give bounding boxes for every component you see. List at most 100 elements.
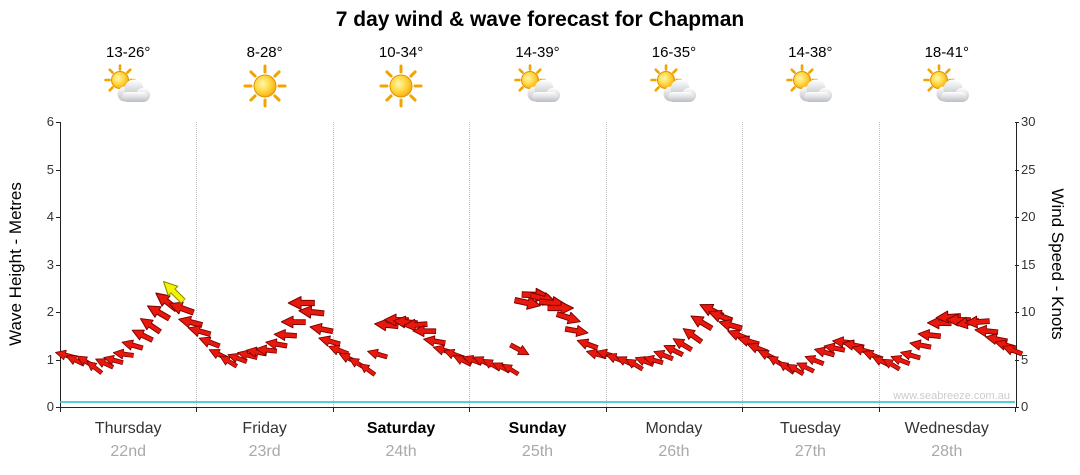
left-axis-tick-label: 0 xyxy=(46,399,54,414)
wind-arrow xyxy=(166,297,196,320)
day-grid-line xyxy=(742,122,744,407)
wind-arrow xyxy=(507,340,532,361)
day-name-label: Saturday xyxy=(366,420,436,437)
wind-arrow xyxy=(889,351,912,369)
wind-arrow xyxy=(917,327,942,342)
wind-arrow xyxy=(1000,341,1025,360)
wind-arrow xyxy=(513,292,543,312)
wind-arrow xyxy=(120,336,145,354)
day-date-label: 26th xyxy=(658,443,690,460)
wind-arrow xyxy=(784,359,806,378)
day-date-label: 27th xyxy=(794,443,826,460)
left-axis-tick xyxy=(56,407,60,408)
left-axis-tick xyxy=(56,359,60,361)
wind-arrow xyxy=(794,358,816,376)
wind-arrow xyxy=(186,321,213,340)
wind-arrow xyxy=(822,340,846,356)
wind-arrow xyxy=(651,346,675,364)
day-name-label: Wednesday xyxy=(904,420,989,437)
wind-arrow xyxy=(660,340,685,360)
weather-icon-sunny xyxy=(378,64,424,108)
weather-icon-sun-cloud xyxy=(513,64,563,108)
wind-arrow xyxy=(706,305,735,327)
wind-arrow xyxy=(412,324,437,338)
day-name-label: Thursday xyxy=(94,420,162,437)
watermark-text: www.seabreeze.com.au xyxy=(893,390,1010,402)
wind-arrow xyxy=(735,331,761,349)
day-name-label: Sunday xyxy=(508,420,567,437)
weather-icon-sun-cloud xyxy=(922,64,972,108)
wind-arrow xyxy=(316,331,342,349)
x-axis-tick xyxy=(1015,408,1016,412)
wind-arrow xyxy=(623,354,646,374)
wind-arrow xyxy=(216,351,239,371)
wind-arrow xyxy=(546,301,574,316)
right-axis-tick-label: 5 xyxy=(1021,351,1029,367)
wind-arrow xyxy=(669,333,695,355)
plot-area xyxy=(60,122,1017,408)
wind-arrow xyxy=(102,351,125,367)
day-name-label: Monday xyxy=(645,420,703,437)
temperature-label: 13-26° xyxy=(106,44,151,61)
x-axis-tick xyxy=(469,408,471,412)
wave-height-line xyxy=(60,401,1015,404)
right-axis-tick-label: 20 xyxy=(1021,209,1036,224)
weather-icon-sun-cloud xyxy=(649,64,699,108)
right-axis-tick xyxy=(1015,359,1019,361)
wind-arrow xyxy=(326,341,351,360)
page-title: 7 day wind & wave forecast for Chapman xyxy=(335,8,745,31)
wind-arrow xyxy=(687,309,716,334)
x-axis-tick xyxy=(878,408,880,412)
weather-icon-sun-cloud xyxy=(103,64,153,108)
wind-arrow xyxy=(898,346,922,363)
left-axis-tick xyxy=(56,217,60,218)
left-axis-tick xyxy=(56,312,60,313)
weather-icon-sunny xyxy=(242,64,288,108)
day-grid-line xyxy=(605,122,607,407)
wind-arrow-highlight xyxy=(157,275,189,307)
wind-arrow xyxy=(136,313,164,338)
day-grid-line xyxy=(196,122,198,407)
temperature-label: 8-28° xyxy=(246,44,283,61)
x-axis-tick xyxy=(332,408,334,412)
right-axis-tick xyxy=(1015,264,1019,266)
left-axis-tick-label: 1 xyxy=(46,351,54,367)
wind-arrow xyxy=(280,314,307,328)
wind-arrow xyxy=(111,347,135,361)
wind-arrow xyxy=(196,333,222,353)
right-axis-tick-label: 10 xyxy=(1021,304,1036,319)
left-axis-tick xyxy=(56,264,60,266)
left-axis-tick-label: 2 xyxy=(46,304,54,319)
wind-arrow xyxy=(974,323,1000,338)
temperature-label: 14-39° xyxy=(515,44,560,61)
wind-arrow xyxy=(297,304,325,321)
weather-icon-sun-cloud xyxy=(785,64,835,108)
wind-arrow xyxy=(945,312,972,326)
temperature-label: 10-34° xyxy=(378,44,424,61)
right-axis-tick-label: 25 xyxy=(1021,161,1036,177)
wind-arrow xyxy=(564,322,590,339)
left-axis-tick-label: 3 xyxy=(46,256,54,272)
left-axis-tick xyxy=(56,169,60,171)
day-date-label: 25th xyxy=(521,443,554,460)
right-axis-tick-label: 15 xyxy=(1021,256,1036,272)
wind-arrow xyxy=(678,323,705,347)
right-axis-tick xyxy=(1015,312,1019,313)
wind-arrow xyxy=(574,335,599,354)
day-name-label: Tuesday xyxy=(779,420,841,437)
wind-arrow xyxy=(499,359,521,378)
wind-arrow xyxy=(143,299,173,325)
x-axis-tick xyxy=(60,408,61,412)
wind-arrow xyxy=(642,351,665,367)
wind-arrow xyxy=(421,332,446,348)
wind-arrow xyxy=(254,343,278,357)
temperature-label: 16-35° xyxy=(651,44,697,61)
right-axis-tick xyxy=(1015,217,1019,218)
left-axis-tick xyxy=(56,122,60,123)
wind-arrow xyxy=(235,347,259,363)
day-name-label: Friday xyxy=(242,420,287,437)
right-axis-tick xyxy=(1015,122,1019,123)
wind-arrow xyxy=(263,336,288,352)
day-grid-line xyxy=(878,122,880,407)
